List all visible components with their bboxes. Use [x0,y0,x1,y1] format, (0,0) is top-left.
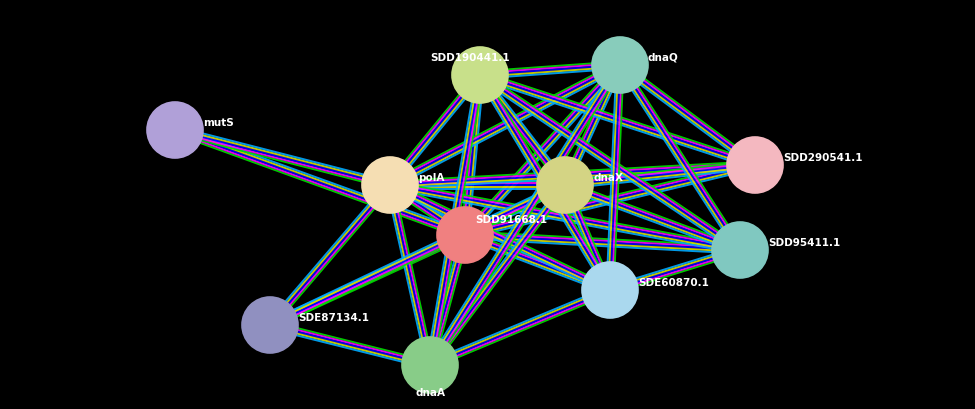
Circle shape [712,222,768,278]
Circle shape [592,37,648,93]
Text: mutS: mutS [203,118,234,128]
Circle shape [727,137,783,193]
Text: SDD95411.1: SDD95411.1 [768,238,840,248]
Text: polA: polA [418,173,445,183]
Text: dnaQ: dnaQ [648,53,679,63]
Circle shape [437,207,493,263]
Circle shape [362,157,418,213]
Text: SDE60870.1: SDE60870.1 [638,278,709,288]
Text: SDD91668.1: SDD91668.1 [475,215,547,225]
Circle shape [147,102,203,158]
Circle shape [402,337,458,393]
Circle shape [452,47,508,103]
Circle shape [582,262,638,318]
Text: dnaX: dnaX [593,173,623,183]
Circle shape [242,297,298,353]
Text: dnaA: dnaA [415,388,445,398]
Text: SDD290541.1: SDD290541.1 [783,153,863,163]
Text: SDE87134.1: SDE87134.1 [298,313,369,323]
Text: SDD190441.1: SDD190441.1 [430,53,510,63]
Circle shape [537,157,593,213]
